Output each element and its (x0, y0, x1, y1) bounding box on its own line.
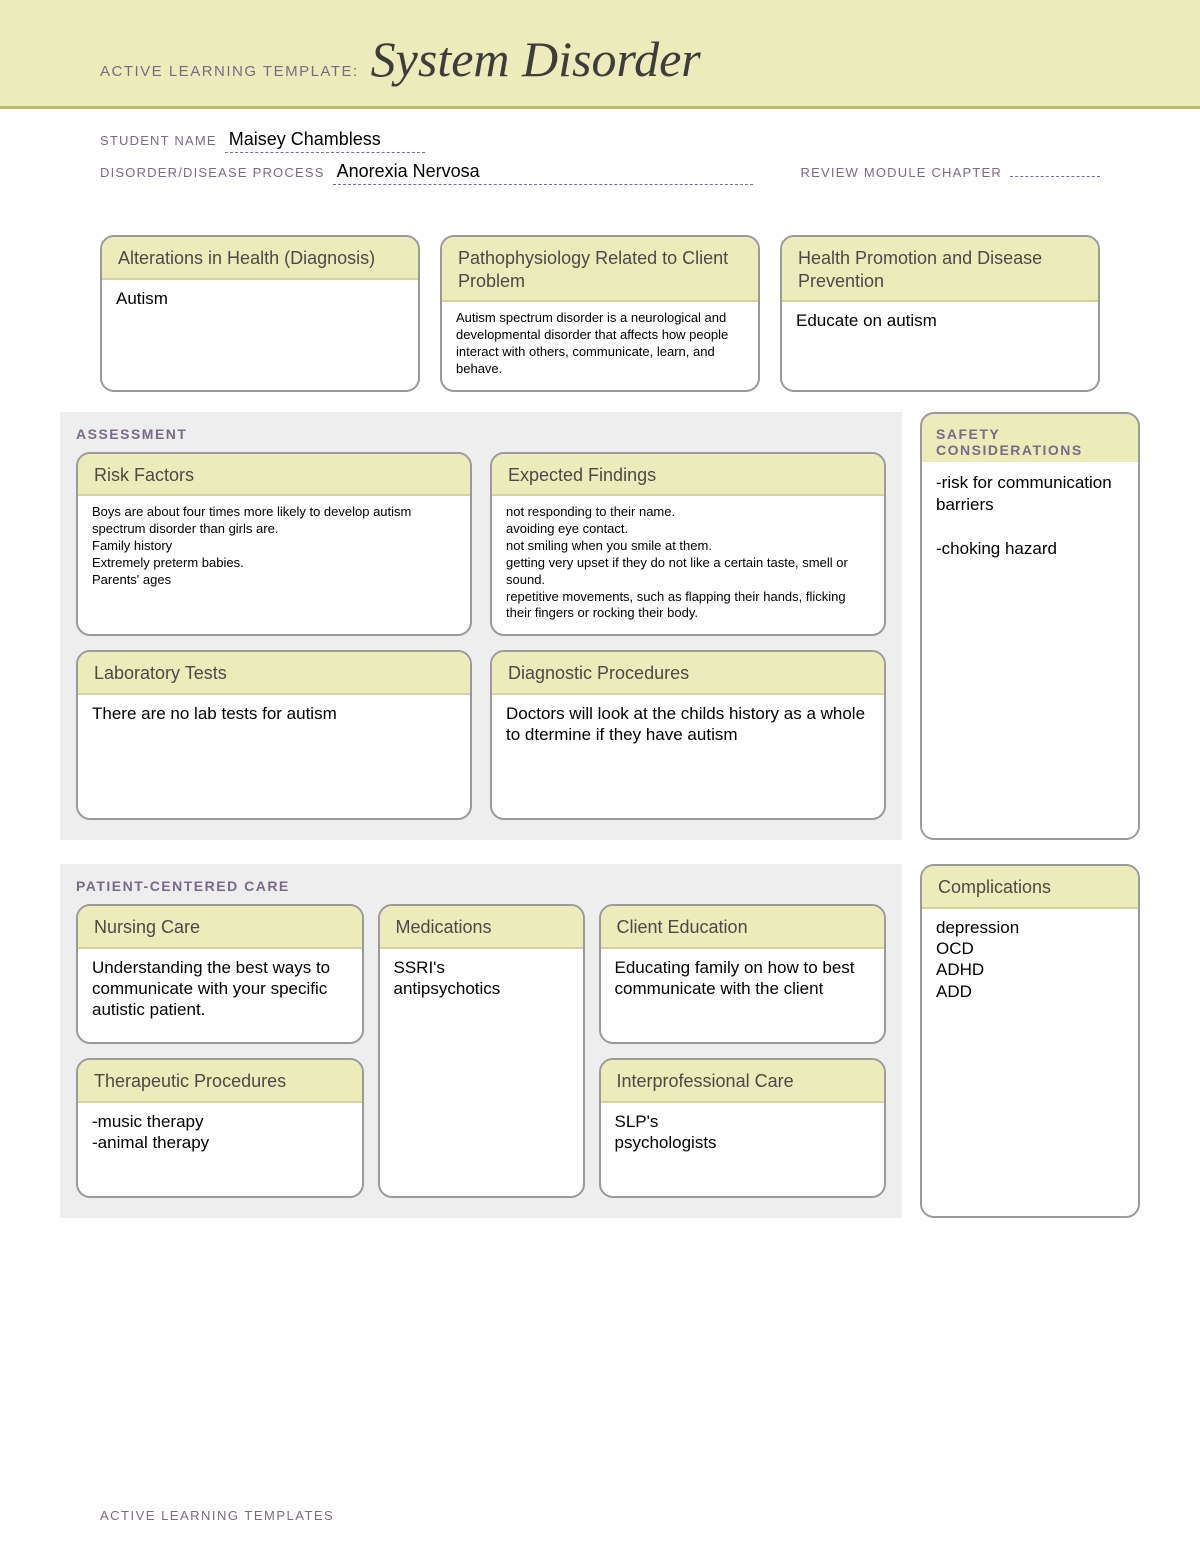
page-title: System Disorder (371, 30, 701, 88)
therapeutic-body: -music therapy -animal therapy (78, 1103, 362, 1197)
complications-title: Complications (938, 876, 1122, 899)
therapeutic-card: Therapeutic Procedures -music therapy -a… (76, 1058, 364, 1198)
therapeutic-title: Therapeutic Procedures (94, 1070, 346, 1093)
disorder-row: DISORDER/DISEASE PROCESS Anorexia Nervos… (100, 161, 1100, 185)
meds-title: Medications (396, 916, 567, 939)
safety-side: SAFETY CONSIDERATIONS -risk for communic… (920, 412, 1140, 841)
findings-header: Expected Findings (492, 454, 884, 497)
student-row: STUDENT NAME Maisey Chambless (100, 129, 1100, 153)
alterations-title: Alterations in Health (Diagnosis) (118, 247, 402, 270)
content: Alterations in Health (Diagnosis) Autism… (0, 235, 1200, 1218)
risk-card: Risk Factors Boys are about four times m… (76, 452, 472, 637)
footer-text: ACTIVE LEARNING TEMPLATES (100, 1508, 334, 1523)
edu-body: Educating family on how to best communic… (601, 949, 885, 1043)
complications-side: Complications depression OCD ADHD ADD (920, 864, 1140, 1218)
top-row: Alterations in Health (Diagnosis) Autism… (100, 235, 1100, 392)
page: ACTIVE LEARNING TEMPLATE: System Disorde… (0, 0, 1200, 1553)
therapeutic-header: Therapeutic Procedures (78, 1060, 362, 1103)
pcc-grid: Nursing Care Understanding the best ways… (76, 904, 886, 1198)
nursing-header: Nursing Care (78, 906, 362, 949)
patho-card: Pathophysiology Related to Client Proble… (440, 235, 760, 392)
review-chapter-blank (1010, 161, 1100, 177)
nursing-title: Nursing Care (94, 916, 346, 939)
meta-block: STUDENT NAME Maisey Chambless DISORDER/D… (0, 109, 1200, 215)
promo-body: Educate on autism (782, 302, 1098, 390)
promo-header: Health Promotion and Disease Prevention (782, 237, 1098, 302)
diag-body: Doctors will look at the childs history … (492, 695, 884, 819)
promo-title: Health Promotion and Disease Prevention (798, 247, 1082, 292)
pcc-title: PATIENT-CENTERED CARE (76, 878, 886, 894)
assessment-grid: Risk Factors Boys are about four times m… (76, 452, 886, 821)
inter-body: SLP's psychologists (601, 1103, 885, 1197)
header-band: ACTIVE LEARNING TEMPLATE: System Disorde… (0, 0, 1200, 109)
promo-card: Health Promotion and Disease Prevention … (780, 235, 1100, 392)
assessment-row-2: Laboratory Tests There are no lab tests … (76, 650, 886, 820)
safety-panel: SAFETY CONSIDERATIONS -risk for communic… (920, 412, 1140, 841)
complications-card: Complications depression OCD ADHD ADD (920, 864, 1140, 1218)
edu-title: Client Education (617, 916, 869, 939)
edu-header: Client Education (601, 906, 885, 949)
meds-header: Medications (380, 906, 583, 949)
patho-body: Autism spectrum disorder is a neurologic… (442, 302, 758, 390)
lab-title: Laboratory Tests (94, 662, 454, 685)
assessment-section: ASSESSMENT Risk Factors Boys are about f… (60, 412, 1140, 841)
alterations-header: Alterations in Health (Diagnosis) (102, 237, 418, 280)
header-inner: ACTIVE LEARNING TEMPLATE: System Disorde… (0, 30, 1200, 88)
disorder-value: Anorexia Nervosa (333, 161, 753, 185)
pcc-main: PATIENT-CENTERED CARE Nursing Care Under… (60, 864, 902, 1218)
alterations-card: Alterations in Health (Diagnosis) Autism (100, 235, 420, 392)
assessment-row-1: Risk Factors Boys are about four times m… (76, 452, 886, 637)
complications-body: depression OCD ADHD ADD (922, 909, 1138, 1217)
assessment-title: ASSESSMENT (76, 426, 886, 442)
findings-body: not responding to their name. avoiding e… (492, 496, 884, 634)
risk-title: Risk Factors (94, 464, 454, 487)
diag-title: Diagnostic Procedures (508, 662, 868, 685)
alterations-body: Autism (102, 280, 418, 390)
assessment-main: ASSESSMENT Risk Factors Boys are about f… (60, 412, 902, 841)
review-chapter-label: REVIEW MODULE CHAPTER (801, 165, 1002, 180)
header-label: ACTIVE LEARNING TEMPLATE: (100, 63, 359, 80)
risk-body: Boys are about four times more likely to… (78, 496, 470, 634)
inter-card: Interprofessional Care SLP's psychologis… (599, 1058, 887, 1198)
student-name-value: Maisey Chambless (225, 129, 425, 153)
inter-header: Interprofessional Care (601, 1060, 885, 1103)
safety-body: -risk for communication barriers -chokin… (922, 462, 1138, 839)
lab-card: Laboratory Tests There are no lab tests … (76, 650, 472, 820)
findings-card: Expected Findings not responding to thei… (490, 452, 886, 637)
lab-body: There are no lab tests for autism (78, 695, 470, 819)
pcc-section: PATIENT-CENTERED CARE Nursing Care Under… (60, 864, 1140, 1218)
edu-card: Client Education Educating family on how… (599, 904, 887, 1044)
nursing-card: Nursing Care Understanding the best ways… (76, 904, 364, 1044)
inter-title: Interprofessional Care (617, 1070, 869, 1093)
diag-card: Diagnostic Procedures Doctors will look … (490, 650, 886, 820)
lab-header: Laboratory Tests (78, 652, 470, 695)
risk-header: Risk Factors (78, 454, 470, 497)
patho-header: Pathophysiology Related to Client Proble… (442, 237, 758, 302)
findings-title: Expected Findings (508, 464, 868, 487)
disorder-label: DISORDER/DISEASE PROCESS (100, 165, 325, 180)
diag-header: Diagnostic Procedures (492, 652, 884, 695)
nursing-body: Understanding the best ways to communica… (78, 949, 362, 1043)
complications-header: Complications (922, 866, 1138, 909)
patho-title: Pathophysiology Related to Client Proble… (458, 247, 742, 292)
safety-title: SAFETY CONSIDERATIONS (922, 414, 1138, 462)
student-name-label: STUDENT NAME (100, 133, 217, 148)
meds-body: SSRI's antipsychotics (380, 949, 583, 1197)
meds-card: Medications SSRI's antipsychotics (378, 904, 585, 1198)
